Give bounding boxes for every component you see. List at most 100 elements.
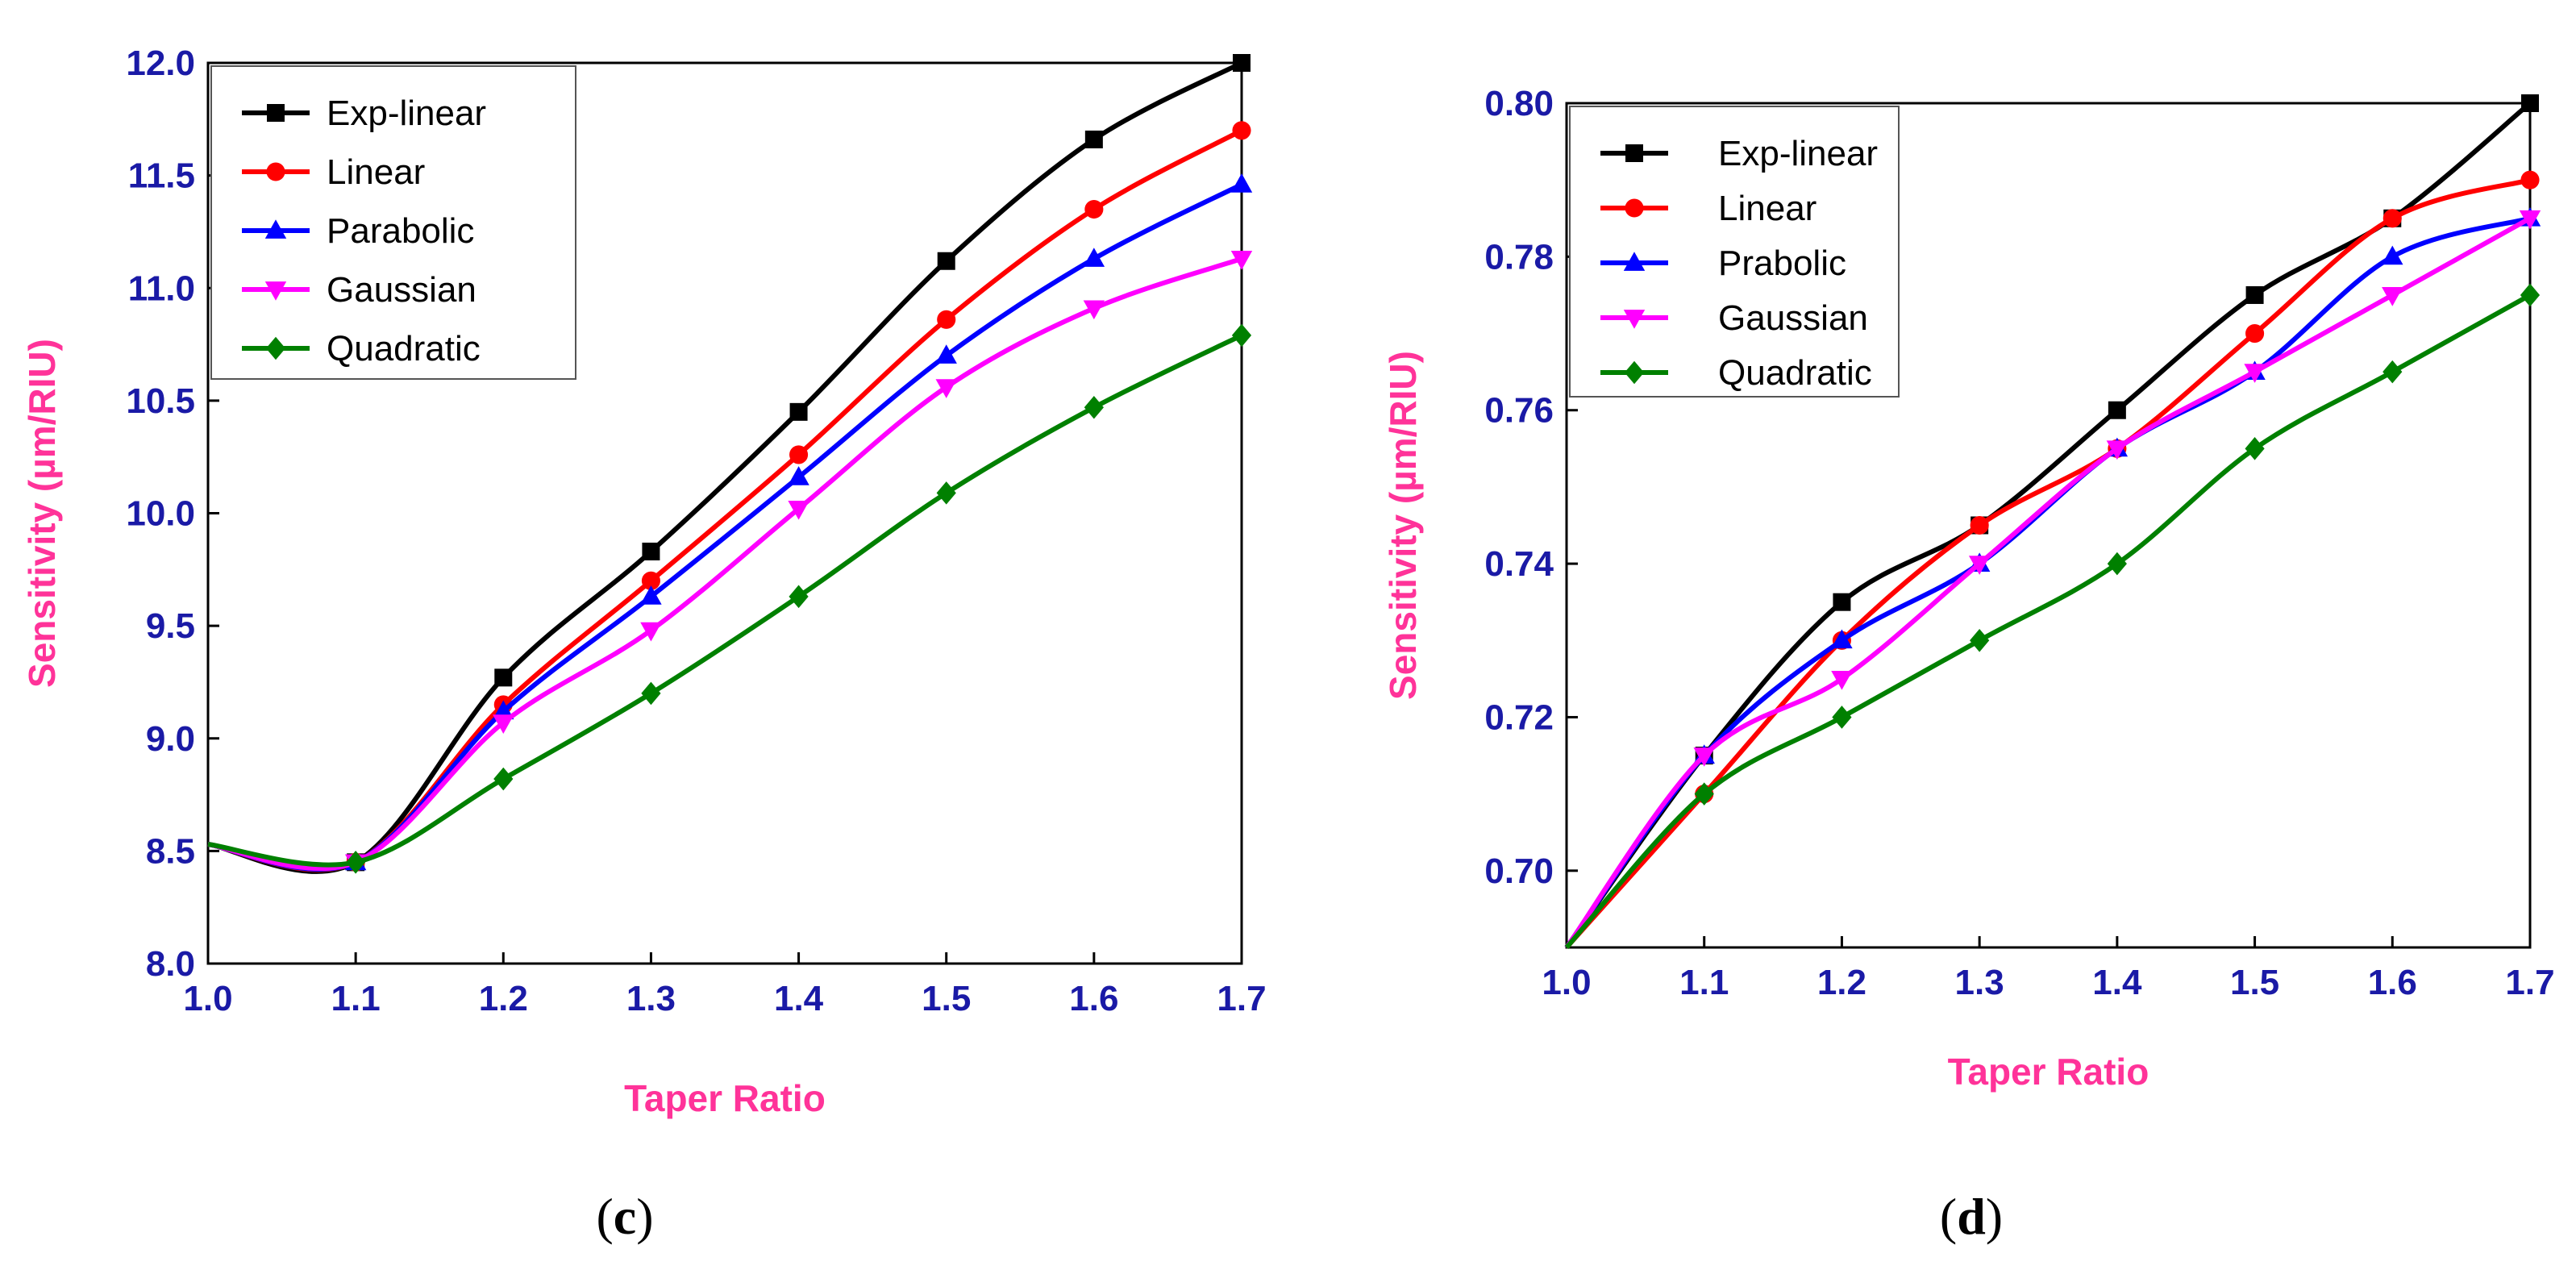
y-tick-label: 0.70 <box>1484 851 1554 891</box>
legend: Exp-linear Linear Parabolic Gaussian Quadrat… <box>210 65 576 380</box>
data-point-gaussian <box>2519 210 2541 230</box>
data-point-parabolic <box>1083 248 1105 267</box>
y-tick-label: 9.0 <box>146 719 195 759</box>
data-point-parabolic <box>640 585 662 605</box>
panel-caption: (d) <box>1940 1188 2003 1245</box>
data-point-parabolic <box>493 700 514 720</box>
legend-label-quadratic: Quadratic <box>327 329 481 368</box>
x-tick-label: 1.5 <box>922 979 971 1018</box>
x-tick-label: 1.4 <box>2092 963 2142 1002</box>
data-point-exp-linear <box>1833 593 1851 611</box>
legend-marker-exp-linear <box>1625 144 1643 162</box>
data-point-quadratic <box>1970 628 1990 652</box>
data-point-quadratic <box>2245 437 2265 460</box>
data-point-gaussian <box>2106 440 2129 460</box>
data-point-linear <box>2520 170 2540 189</box>
data-point-linear <box>641 571 660 590</box>
data-point-exp-linear <box>2245 285 2264 304</box>
y-axis-title: Sensitivity (µm/RIU) <box>21 339 63 688</box>
x-tick-label: 1.6 <box>1069 979 1118 1018</box>
legend-label-gaussian: Gaussian <box>1718 298 1868 338</box>
data-point-quadratic <box>936 481 956 505</box>
data-point-exp-linear <box>2108 401 2126 419</box>
data-point-quadratic <box>2520 283 2541 307</box>
x-tick-label: 1.3 <box>1955 963 2004 1002</box>
data-point-linear <box>2382 209 2402 228</box>
data-point-linear <box>789 445 809 464</box>
chart-panel-d: 1.0 1.1 1.2 1.3 1.4 1.5 1.6 1.7 0.70 0.72 0.74 0.76… <box>1382 84 2555 1245</box>
data-point-gaussian <box>788 501 809 520</box>
data-point-linear <box>937 310 956 329</box>
x-axis-title: Taper Ratio <box>624 1077 826 1119</box>
data-point-prabolic <box>1831 629 1853 649</box>
data-point-linear <box>1970 515 1989 535</box>
data-point-quadratic <box>1832 706 1852 729</box>
data-point-quadratic <box>1694 782 1714 806</box>
data-point-linear <box>2245 323 2265 343</box>
legend-label-linear: Linear <box>1718 189 1817 228</box>
y-tick-label: 0.76 <box>1484 391 1554 431</box>
data-point-exp-linear <box>1084 130 1103 148</box>
legend-marker-linear <box>1625 198 1644 218</box>
caption-open-paren: ( <box>596 1188 613 1245</box>
data-point-exp-linear <box>789 402 808 421</box>
data-point-exp-linear <box>937 252 955 270</box>
data-point-quadratic <box>346 851 366 874</box>
data-point-exp-linear <box>2521 94 2539 112</box>
legend-marker-exp-linear <box>267 104 285 122</box>
x-tick-label: 1.0 <box>183 979 232 1018</box>
x-tick-label: 1.1 <box>1679 963 1729 1002</box>
data-point-quadratic <box>1084 395 1104 419</box>
data-point-parabolic <box>1230 173 1253 193</box>
legend-marker-gaussian <box>1623 310 1646 329</box>
data-point-quadratic <box>2107 552 2127 576</box>
caption-close-paren: ) <box>636 1188 653 1245</box>
data-point-prabolic <box>2382 245 2403 265</box>
x-tick-label: 1.7 <box>2505 963 2554 1002</box>
legend-marker-prabolic <box>1623 252 1646 271</box>
y-tick-label: 0.72 <box>1484 697 1554 737</box>
data-point-quadratic <box>789 585 809 609</box>
y-tick-label: 11.0 <box>128 269 195 308</box>
data-point-exp-linear <box>1233 54 1251 72</box>
data-point-parabolic <box>935 344 957 364</box>
legend-marker-gaussian <box>264 281 287 301</box>
x-tick-label: 1.2 <box>1817 963 1866 1002</box>
y-tick-label: 12.0 <box>126 44 195 83</box>
series-line-gaussian <box>207 256 1242 872</box>
caption-close-paren: ) <box>1986 1188 2003 1245</box>
y-tick-label: 8.5 <box>146 831 195 871</box>
x-tick-label: 1.2 <box>479 979 528 1018</box>
y-tick-label: 0.78 <box>1484 237 1554 277</box>
series-line-exp-linear <box>207 60 1243 874</box>
x-tick-label: 1.1 <box>331 979 381 1018</box>
y-axis-title: Sensitivity (µm/RIU) <box>1382 351 1424 700</box>
series-line-quadratic <box>207 333 1243 868</box>
chart-panel-c: 1.0 1.1 1.2 1.3 1.4 1.5 1.6 1.7 8.0 8.5 9.0 9.5 10.0… <box>21 44 1267 1245</box>
data-point-gaussian <box>640 622 662 642</box>
data-point-gaussian <box>2244 364 2266 383</box>
legend: Exp-linear Linear Prabolic Gaussian Quadrati… <box>1569 106 1900 398</box>
caption-letter: c <box>614 1188 636 1245</box>
data-point-quadratic <box>641 681 661 706</box>
data-point-quadratic <box>493 767 514 791</box>
data-point-linear <box>1084 199 1104 219</box>
legend-label-parabolic: Parabolic <box>327 211 474 251</box>
legend-marker-quadratic <box>265 336 286 360</box>
legend-label-gaussian: Gaussian <box>327 270 476 310</box>
data-point-gaussian <box>1083 300 1105 320</box>
data-point-quadratic <box>2382 360 2403 384</box>
legend-label-prabolic: Prabolic <box>1718 244 1846 283</box>
y-tick-label: 0.80 <box>1484 84 1554 123</box>
legend-label-linear: Linear <box>327 152 425 192</box>
data-point-gaussian <box>1831 670 1853 690</box>
data-point-exp-linear <box>642 542 660 560</box>
plot-frame <box>1565 102 2532 949</box>
panel-caption: (c) <box>596 1188 653 1245</box>
data-point-gaussian <box>1968 556 1991 575</box>
legend-label-exp-linear: Exp-linear <box>327 94 486 133</box>
data-point-gaussian <box>935 379 957 398</box>
x-axis-title: Taper Ratio <box>1948 1051 2149 1093</box>
data-point-gaussian <box>2382 287 2403 306</box>
